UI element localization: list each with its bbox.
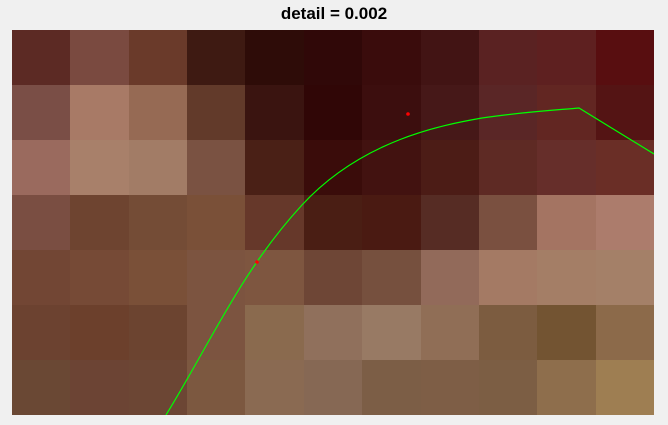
image-pixel bbox=[479, 305, 537, 360]
pixel-grid bbox=[12, 30, 654, 415]
image-pixel bbox=[421, 85, 479, 140]
image-pixel bbox=[304, 360, 362, 415]
image-pixel bbox=[304, 250, 362, 305]
image-pixel bbox=[129, 250, 187, 305]
image-pixel bbox=[362, 30, 421, 85]
image-pixel bbox=[304, 305, 362, 360]
image-pixel bbox=[70, 85, 129, 140]
image-pixel bbox=[537, 250, 596, 305]
image-pixel bbox=[129, 85, 187, 140]
image-pixel bbox=[70, 305, 129, 360]
image-pixel bbox=[70, 140, 129, 195]
image-pixel bbox=[304, 85, 362, 140]
image-pixel bbox=[596, 30, 654, 85]
marker-point bbox=[406, 112, 410, 116]
image-pixel bbox=[187, 360, 245, 415]
image-pixel bbox=[479, 140, 537, 195]
image-pixel bbox=[187, 250, 245, 305]
image-pixel bbox=[596, 85, 654, 140]
image-pixel bbox=[479, 250, 537, 305]
image-pixel bbox=[537, 140, 596, 195]
image-pixel bbox=[479, 195, 537, 250]
image-pixel bbox=[304, 195, 362, 250]
figure-title: detail = 0.002 bbox=[280, 4, 388, 23]
image-pixel bbox=[596, 360, 654, 415]
image-pixel bbox=[129, 30, 187, 85]
image-pixel bbox=[537, 360, 596, 415]
fitted-curve bbox=[165, 107, 654, 415]
image-pixel bbox=[537, 305, 596, 360]
image-pixel bbox=[187, 85, 245, 140]
image-pixel bbox=[421, 195, 479, 250]
image-pixel bbox=[12, 305, 70, 360]
image-pixel bbox=[129, 140, 187, 195]
image-pixel bbox=[362, 85, 421, 140]
image-pixel bbox=[245, 305, 304, 360]
image-pixel bbox=[70, 195, 129, 250]
image-pixel bbox=[479, 30, 537, 85]
image-pixel bbox=[304, 30, 362, 85]
image-pixel bbox=[12, 360, 70, 415]
image-pixel bbox=[596, 195, 654, 250]
image-pixel bbox=[362, 195, 421, 250]
image-pixel bbox=[537, 195, 596, 250]
image-pixel bbox=[12, 85, 70, 140]
image-pixel bbox=[596, 305, 654, 360]
image-pixel bbox=[362, 140, 421, 195]
image-pixel bbox=[12, 30, 70, 85]
image-pixel bbox=[362, 360, 421, 415]
image-pixel bbox=[129, 360, 187, 415]
image-pixel bbox=[596, 140, 654, 195]
image-pixel bbox=[187, 140, 245, 195]
plot-area bbox=[12, 30, 654, 415]
image-pixel bbox=[479, 360, 537, 415]
image-pixel bbox=[421, 360, 479, 415]
image-pixel bbox=[537, 30, 596, 85]
image-pixel bbox=[362, 250, 421, 305]
image-pixel bbox=[70, 250, 129, 305]
image-pixel bbox=[187, 195, 245, 250]
image-pixel bbox=[421, 30, 479, 85]
image-pixel bbox=[245, 140, 304, 195]
image-pixel bbox=[304, 140, 362, 195]
image-pixel bbox=[421, 305, 479, 360]
image-pixel bbox=[70, 360, 129, 415]
image-pixel bbox=[421, 140, 479, 195]
image-canvas bbox=[12, 30, 654, 415]
image-pixel bbox=[245, 85, 304, 140]
marker-point bbox=[255, 260, 259, 264]
image-pixel bbox=[129, 195, 187, 250]
image-pixel bbox=[245, 195, 304, 250]
image-pixel bbox=[12, 250, 70, 305]
image-pixel bbox=[245, 30, 304, 85]
image-pixel bbox=[70, 30, 129, 85]
image-pixel bbox=[596, 250, 654, 305]
image-pixel bbox=[12, 195, 70, 250]
image-pixel bbox=[129, 305, 187, 360]
image-pixel bbox=[421, 250, 479, 305]
image-pixel bbox=[245, 360, 304, 415]
image-pixel bbox=[362, 305, 421, 360]
image-pixel bbox=[187, 30, 245, 85]
image-pixel bbox=[12, 140, 70, 195]
image-pixel bbox=[245, 250, 304, 305]
image-pixel bbox=[187, 305, 245, 360]
